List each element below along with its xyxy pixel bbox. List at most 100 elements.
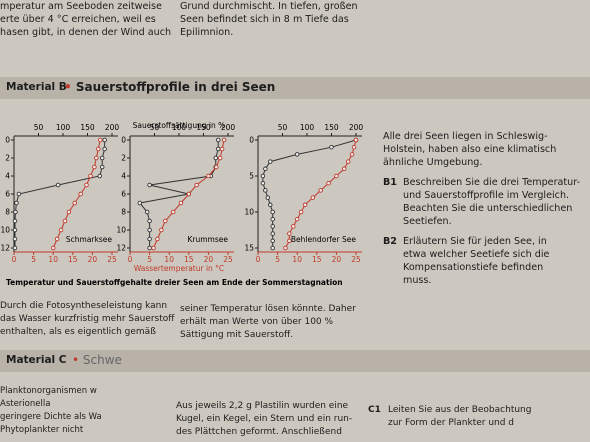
temperature-point: [351, 144, 357, 150]
oxygen-point: [270, 216, 275, 222]
task-line: Seetiefen.: [383, 215, 580, 228]
tick-label: 200: [221, 123, 236, 132]
temperature-point: [206, 173, 211, 179]
temperature-point: [194, 182, 199, 188]
tick-label: 150: [324, 123, 339, 132]
tick-label: 5: [275, 255, 280, 264]
text-line: geringere Dichte als Wa: [0, 412, 102, 422]
temperature-profile: [285, 139, 357, 249]
oxygen-point: [55, 182, 61, 188]
tick-label: 50: [34, 123, 44, 132]
oxygen-point: [102, 146, 107, 152]
tick-label: 6: [121, 190, 126, 199]
tick-label: 4: [121, 172, 126, 181]
oxygen-point: [147, 236, 152, 242]
task-id: C1: [368, 405, 381, 415]
temperature-point: [294, 216, 300, 222]
text-line: ähnliche Umgebung.: [383, 157, 483, 168]
temperature-point: [151, 245, 156, 251]
oxygen-point: [263, 188, 268, 193]
tick-label: 20: [88, 255, 98, 264]
section-header: Material C • Schwe: [0, 350, 590, 372]
task-line: Beachten Sie die unterschiedlichen: [383, 202, 580, 215]
task-id: B2: [383, 236, 397, 247]
tick-label: 200: [349, 123, 364, 132]
oxygen-point: [144, 209, 150, 215]
tick-label: 15: [312, 255, 322, 264]
oxygen-point: [12, 245, 18, 251]
tick-label: 6: [5, 190, 10, 199]
temperature-point: [221, 137, 227, 143]
text-column: seiner Temperatur lösen könnte. Daher erh…: [180, 303, 356, 342]
figure: Sauerstoffsättigung in % Wassertemperatur…: [0, 121, 364, 287]
tick-label: 100: [172, 123, 187, 132]
text-line: Grund durchmischt. In tiefen, großen: [180, 1, 358, 12]
tick-label: 100: [300, 123, 315, 132]
task-id: B1: [383, 177, 397, 188]
oxygen-point: [270, 231, 275, 236]
temperature-point: [163, 218, 168, 224]
lake-name: Behlendorfer See: [291, 235, 356, 244]
oxygen-point: [12, 218, 18, 224]
oxygen-point: [147, 227, 152, 233]
temperature-point: [287, 238, 292, 244]
temperature-point: [178, 200, 184, 206]
oxygen-point: [137, 200, 143, 206]
oxygen-point: [329, 144, 334, 150]
task-line: etwa welcher Seetiefe sich die: [383, 248, 580, 261]
text: Beachten Sie die unterschiedlichen: [403, 203, 573, 214]
oxygen-point: [260, 180, 266, 186]
text-line: enthalten, als es eigentlich gemäß: [0, 327, 156, 337]
tick-label: 0: [121, 136, 126, 145]
task-line: muss.: [383, 274, 580, 287]
temperature-point: [287, 231, 292, 236]
text-line: das Wasser kurzfristig mehr Sauerstoff: [0, 314, 175, 324]
oxygen-point: [270, 209, 275, 215]
task-line: C1 Leiten Sie aus der Beobachtung: [368, 404, 531, 417]
temperature-point: [213, 164, 219, 170]
tick-label: 8: [121, 208, 126, 217]
text-line: Asterionella: [0, 399, 51, 409]
tick-label: 2: [5, 154, 10, 163]
text-line: Phytoplankter nicht: [0, 425, 84, 435]
temperature-point: [219, 146, 225, 152]
text-line: seiner Temperatur lösen könnte. Daher: [180, 304, 356, 314]
temperature-point: [170, 209, 176, 215]
temperature-point: [84, 182, 89, 188]
text-line: Alle drei Seen liegen in Schleswig-: [383, 131, 548, 142]
task-line: Kompensationstiefe befinden: [383, 261, 580, 274]
spacer: [383, 228, 580, 235]
title: Sauerstoffprofile in drei Seen: [75, 80, 276, 94]
task-line: zur Form der Plankter und d: [368, 417, 531, 430]
temperature-point: [353, 137, 359, 143]
oxygen-point: [14, 200, 19, 206]
tick-label: 5: [249, 172, 254, 181]
tick-label: 20: [332, 255, 342, 264]
oxygen-point: [294, 152, 300, 157]
text: muss.: [403, 275, 432, 286]
task-line: B2 Erläutern Sie für jeden See, in: [383, 235, 580, 248]
temperature-point: [66, 209, 72, 215]
temperature-point: [159, 227, 164, 233]
section-title: • Schwe: [72, 353, 122, 367]
temperature-point: [291, 224, 296, 229]
oxygen-point: [213, 155, 218, 161]
temperature-point: [310, 195, 316, 200]
tick-label: 10: [244, 208, 254, 217]
title: Schwe: [82, 353, 122, 367]
text: und Sauerstoffprofile im Vergleich.: [403, 190, 570, 201]
text-line: Holstein, haben also eine klimatisch: [383, 144, 557, 155]
text: Seetiefen.: [403, 216, 452, 227]
text-line: erhält man Werte von über 100 %: [180, 317, 334, 327]
temperature-point: [186, 191, 192, 197]
tick-label: 12: [116, 244, 126, 253]
tick-label: 10: [48, 255, 58, 264]
text-column: Planktonorganismen w Asterionella geringer…: [0, 385, 102, 437]
spacer: [383, 169, 580, 176]
oxygen-point: [13, 209, 18, 215]
tick-label: 50: [150, 123, 160, 132]
text-column: Aus jeweils 2,2 g Plastilin wurden eine K…: [176, 400, 352, 439]
tick-label: 4: [5, 172, 10, 181]
text-column: mperatur am Seeboden zeitweise erte über …: [0, 0, 171, 39]
oxygen-point: [215, 137, 221, 143]
